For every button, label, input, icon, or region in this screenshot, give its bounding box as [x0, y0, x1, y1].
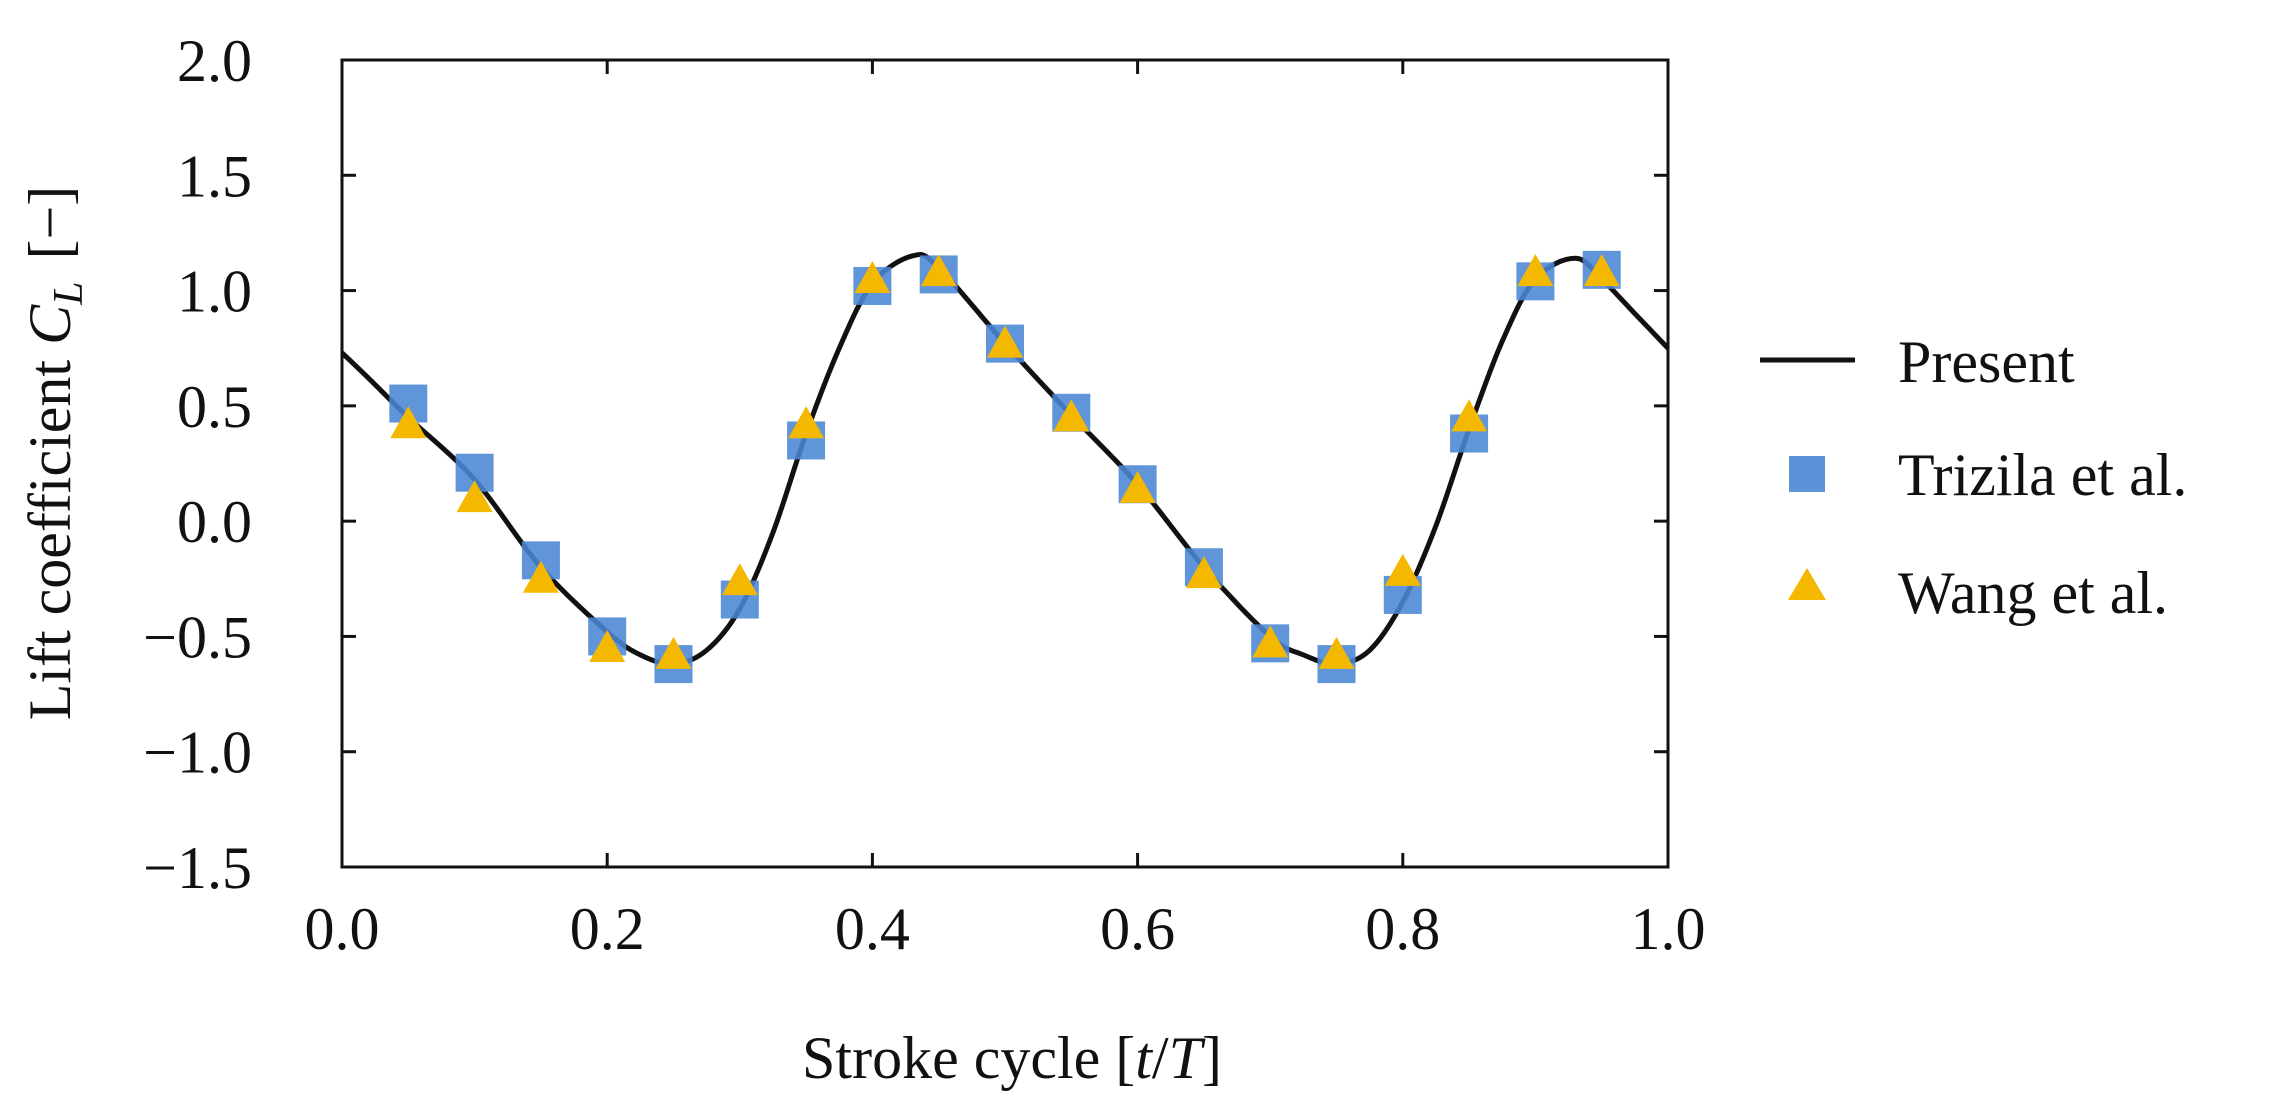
- wang-triangle-marker: [589, 629, 626, 662]
- wang-triangle-marker: [1185, 556, 1222, 589]
- legend-label-trizila: Trizila et al.: [1898, 442, 2187, 508]
- x-tick-label: 0.0: [305, 896, 380, 962]
- wang-triangle-marker: [920, 254, 957, 287]
- x-tick-label: 0.6: [1100, 896, 1175, 962]
- wang-triangle-marker: [1517, 254, 1554, 287]
- x-tick-label: 1.0: [1631, 896, 1706, 962]
- legend-item-present: Present: [1760, 329, 2075, 395]
- wang-triangle-marker: [1583, 254, 1620, 287]
- legend: Present Trizila et al. Wang et al.: [1760, 329, 2187, 626]
- wang-triangle-marker: [522, 560, 559, 593]
- wang-triangle-marker: [1053, 399, 1090, 432]
- y-tick-label: −1.0: [143, 720, 252, 786]
- wang-triangle-marker: [655, 636, 692, 669]
- y-tick-label: 1.5: [177, 143, 252, 209]
- wang-triangle-marker: [854, 261, 891, 294]
- y-tick-label: −0.5: [143, 604, 252, 670]
- plot-area: [340, 252, 1670, 667]
- legend-label-wang: Wang et al.: [1898, 560, 2168, 626]
- y-tick-label: 0.5: [177, 374, 252, 440]
- wang-triangle-marker: [1384, 553, 1421, 586]
- wang-triangle-marker: [1451, 399, 1488, 432]
- y-tick-label: 1.0: [177, 259, 252, 325]
- wang-triangle-marker: [721, 563, 758, 596]
- wang-triangle-marker: [390, 406, 427, 439]
- x-tick-label: 0.4: [835, 896, 910, 962]
- y-tick-label: −1.5: [143, 835, 252, 901]
- x-tick-label: 0.2: [570, 896, 645, 962]
- series-line-present: [340, 252, 1670, 667]
- wang-triangle-marker: [456, 480, 493, 513]
- wang-triangle-marker: [788, 406, 825, 439]
- y-tick-label: 2.0: [177, 28, 252, 94]
- plot-frame: [340, 58, 1670, 869]
- legend-label-present: Present: [1898, 329, 2075, 395]
- wang-triangle-marker: [1119, 470, 1156, 503]
- wang-triangle-marker: [1318, 636, 1355, 669]
- axes: 0.0 0.2 0.4 0.6 0.8 1.0 −1.5 −1.0 −0.5 0.0 0.5 1.0 1…: [143, 28, 1705, 962]
- legend-triangle-icon: [1788, 568, 1826, 600]
- y-tick-label: 0.0: [177, 489, 252, 555]
- y-axis-label: Lift coefficient CL[−]: [17, 186, 92, 721]
- wang-triangle-marker: [987, 325, 1023, 358]
- x-axis-label: Stroke cycle [t/T]: [802, 1025, 1222, 1091]
- wang-triangle-marker: [1252, 625, 1289, 658]
- legend-item-wang: Wang et al.: [1788, 560, 2168, 626]
- legend-item-trizila: Trizila et al.: [1789, 442, 2187, 508]
- legend-square-icon: [1789, 456, 1825, 492]
- x-tick-label: 0.8: [1365, 896, 1440, 962]
- marker-layer: [389, 250, 1621, 684]
